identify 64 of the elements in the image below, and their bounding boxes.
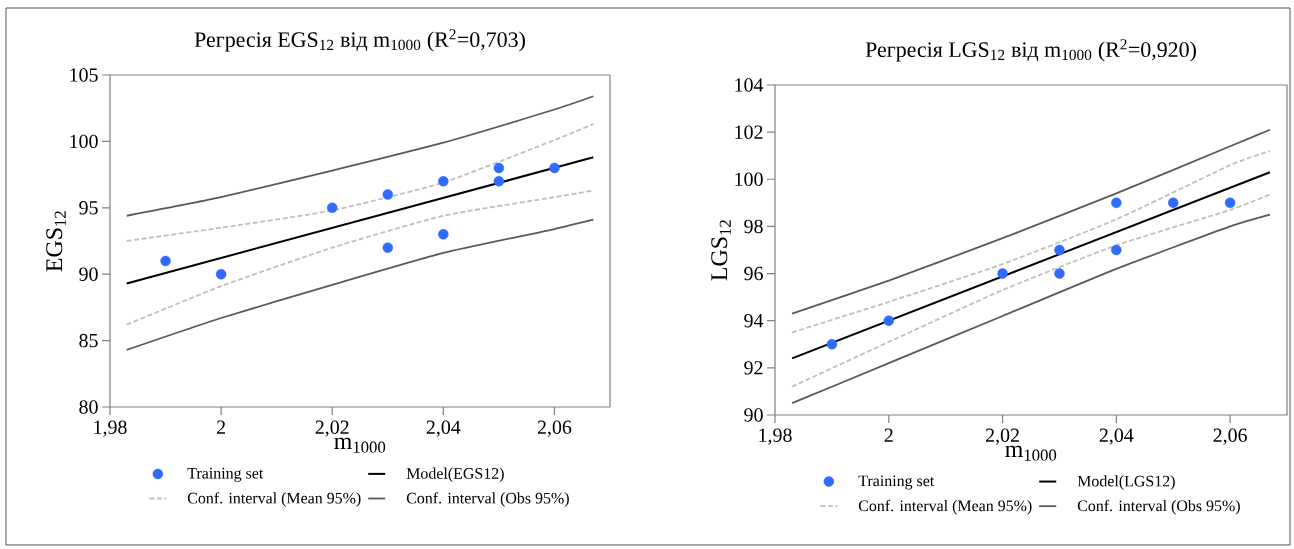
- y-tick-label: 80: [79, 400, 98, 414]
- y-tick-label: 100: [735, 172, 763, 186]
- x-axis-title: m$_{1000}$: [334, 437, 386, 453]
- line-series: [791, 193, 1271, 388]
- x-tick-label: 1,98: [94, 420, 127, 437]
- y-axis-title: LGS$_{12}$: [711, 220, 731, 281]
- x-tick-label: 2,06: [537, 420, 572, 437]
- point: [160, 255, 171, 267]
- point: [382, 242, 393, 253]
- y-tick-label: 98: [744, 219, 763, 234]
- x-tick-label: 1,98: [759, 428, 792, 445]
- point: [382, 189, 393, 200]
- legend-label: Model(EGS12): [406, 467, 504, 483]
- line-series: [791, 150, 1271, 334]
- point: [327, 202, 338, 213]
- point: [1224, 197, 1236, 209]
- x-tick-label: 2: [884, 428, 893, 442]
- line-series: [125, 123, 595, 242]
- legend-label: Training set: [187, 467, 264, 482]
- point: [1054, 268, 1065, 279]
- y-axis-title: EGS$_{12}$: [46, 211, 66, 272]
- chart-title: Регресія EGS$_{12}$ від m$_{1000}$ (R$^{2}$=0,703): [194, 29, 525, 52]
- point: [438, 176, 449, 187]
- point: [493, 162, 505, 174]
- y-tick-label: 100: [70, 134, 98, 149]
- y-tick-label: 104: [735, 78, 764, 92]
- y-tick-label: 90: [744, 408, 763, 422]
- y-tick-label: 105: [70, 68, 98, 82]
- y-tick-label: 90: [79, 267, 98, 281]
- legend-label: Conf. interval (Obs 95%): [406, 492, 569, 507]
- legend-label: Training set: [858, 475, 935, 490]
- y-tick-label: 95: [79, 201, 98, 215]
- x-tick-label: 2,04: [426, 420, 461, 437]
- y-tick-label: 96: [744, 266, 763, 281]
- y-tick-label: 92: [744, 361, 763, 375]
- point: [215, 268, 227, 280]
- y-tick-label: 94: [744, 314, 764, 328]
- x-tick-label: 2,04: [1099, 428, 1134, 445]
- point: [883, 315, 894, 326]
- line-series: [125, 218, 595, 351]
- legend-label: Conf. interval (Mean 95%): [858, 499, 1032, 515]
- x-axis-title: m$_{1000}$: [1005, 445, 1057, 461]
- x-tick-label: 2: [217, 420, 225, 434]
- point: [549, 162, 560, 174]
- line-series: [125, 95, 595, 217]
- x-tick-label: 2,02: [986, 428, 1019, 445]
- point: [997, 268, 1008, 279]
- point: [438, 229, 449, 240]
- y-tick-label: 102: [735, 125, 763, 139]
- legend-label: Conf. interval (Mean 95%): [187, 492, 361, 507]
- point: [1168, 197, 1179, 209]
- x-tick-label: 2,02: [315, 420, 349, 437]
- point: [493, 176, 505, 187]
- x-tick-label: 2,06: [1213, 428, 1247, 445]
- legend-label: Conf. interval (Obs 95%): [1077, 499, 1240, 515]
- point: [826, 339, 838, 350]
- point: [1111, 244, 1122, 256]
- point: [1111, 197, 1122, 209]
- line-series: [791, 128, 1271, 315]
- line-series: [791, 213, 1271, 405]
- legend-label: Model(LGS12): [1077, 475, 1175, 490]
- point: [1054, 244, 1065, 256]
- y-tick-label: 85: [79, 333, 98, 348]
- chart-title: Регресія LGS$_{12}$ від m$_{1000}$ (R$^{2}$=0,920): [865, 39, 1196, 62]
